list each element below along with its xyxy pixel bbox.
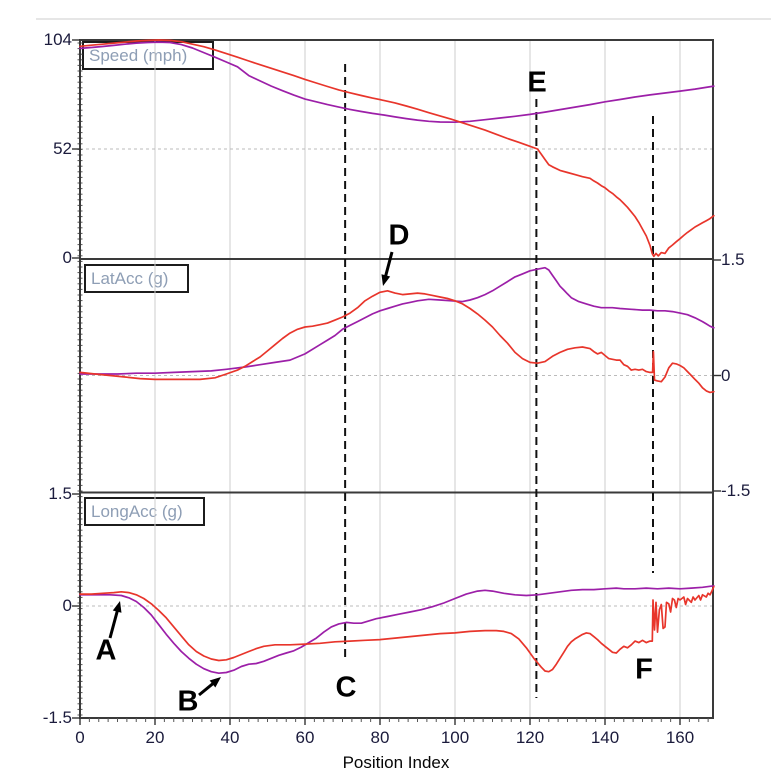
y-tick-label-long: 0 [62, 596, 72, 615]
x-tick-label: 40 [220, 728, 240, 747]
annotation-arrow-head-A [112, 601, 122, 613]
annotation-letter-A: A [95, 634, 117, 667]
x-tick-label: 0 [75, 728, 85, 747]
x-tick-label: 120 [515, 728, 545, 747]
speed-panel-label-box: Speed (mph) [82, 41, 214, 70]
x-axis-title: Position Index [342, 753, 450, 772]
series-lat-red [79, 289, 715, 394]
y-tick-label-speed: 0 [62, 248, 72, 267]
x-tick-label: 60 [295, 728, 315, 747]
longacc-panel-label: LongAcc (g) [91, 502, 183, 521]
annotation-arrow-head-B [209, 677, 221, 688]
x-tick-label: 160 [665, 728, 695, 747]
annotation-letter-F: F [635, 653, 653, 686]
series-long-red [79, 585, 715, 673]
annotation-arrow-head-D [381, 274, 391, 286]
series-long-purple [79, 584, 715, 675]
latacc-panel-label-box: LatAcc (g) [84, 264, 189, 293]
x-tick-label: 20 [145, 728, 165, 747]
y-tick-label-long: -1.5 [42, 708, 72, 727]
y-tick-label-lat: 0 [721, 365, 731, 385]
annotation-arrow-line-D [383, 251, 394, 279]
y-tick-label-long: 1.5 [48, 484, 72, 503]
y-tick-label-lat: -1.5 [721, 481, 751, 500]
x-tick-label: 140 [590, 728, 620, 747]
speed-panel-label: Speed (mph) [89, 46, 188, 65]
y-tick-label-speed: 104 [43, 30, 72, 49]
y-tick-label-speed: 52 [53, 139, 72, 158]
annotation-letter-C: C [335, 671, 357, 704]
y-tick-label-lat: 1.5 [721, 250, 745, 269]
annotation-letter-E: E [527, 66, 547, 99]
longacc-panel-label-box: LongAcc (g) [84, 497, 205, 526]
annotation-letter-B: B [177, 685, 199, 718]
x-tick-label: 80 [370, 728, 390, 747]
annotation-arrow-line-B [198, 680, 216, 697]
x-tick-label: 100 [440, 728, 470, 747]
annotation-letter-D: D [388, 219, 410, 252]
latacc-panel-label: LatAcc (g) [91, 269, 169, 288]
